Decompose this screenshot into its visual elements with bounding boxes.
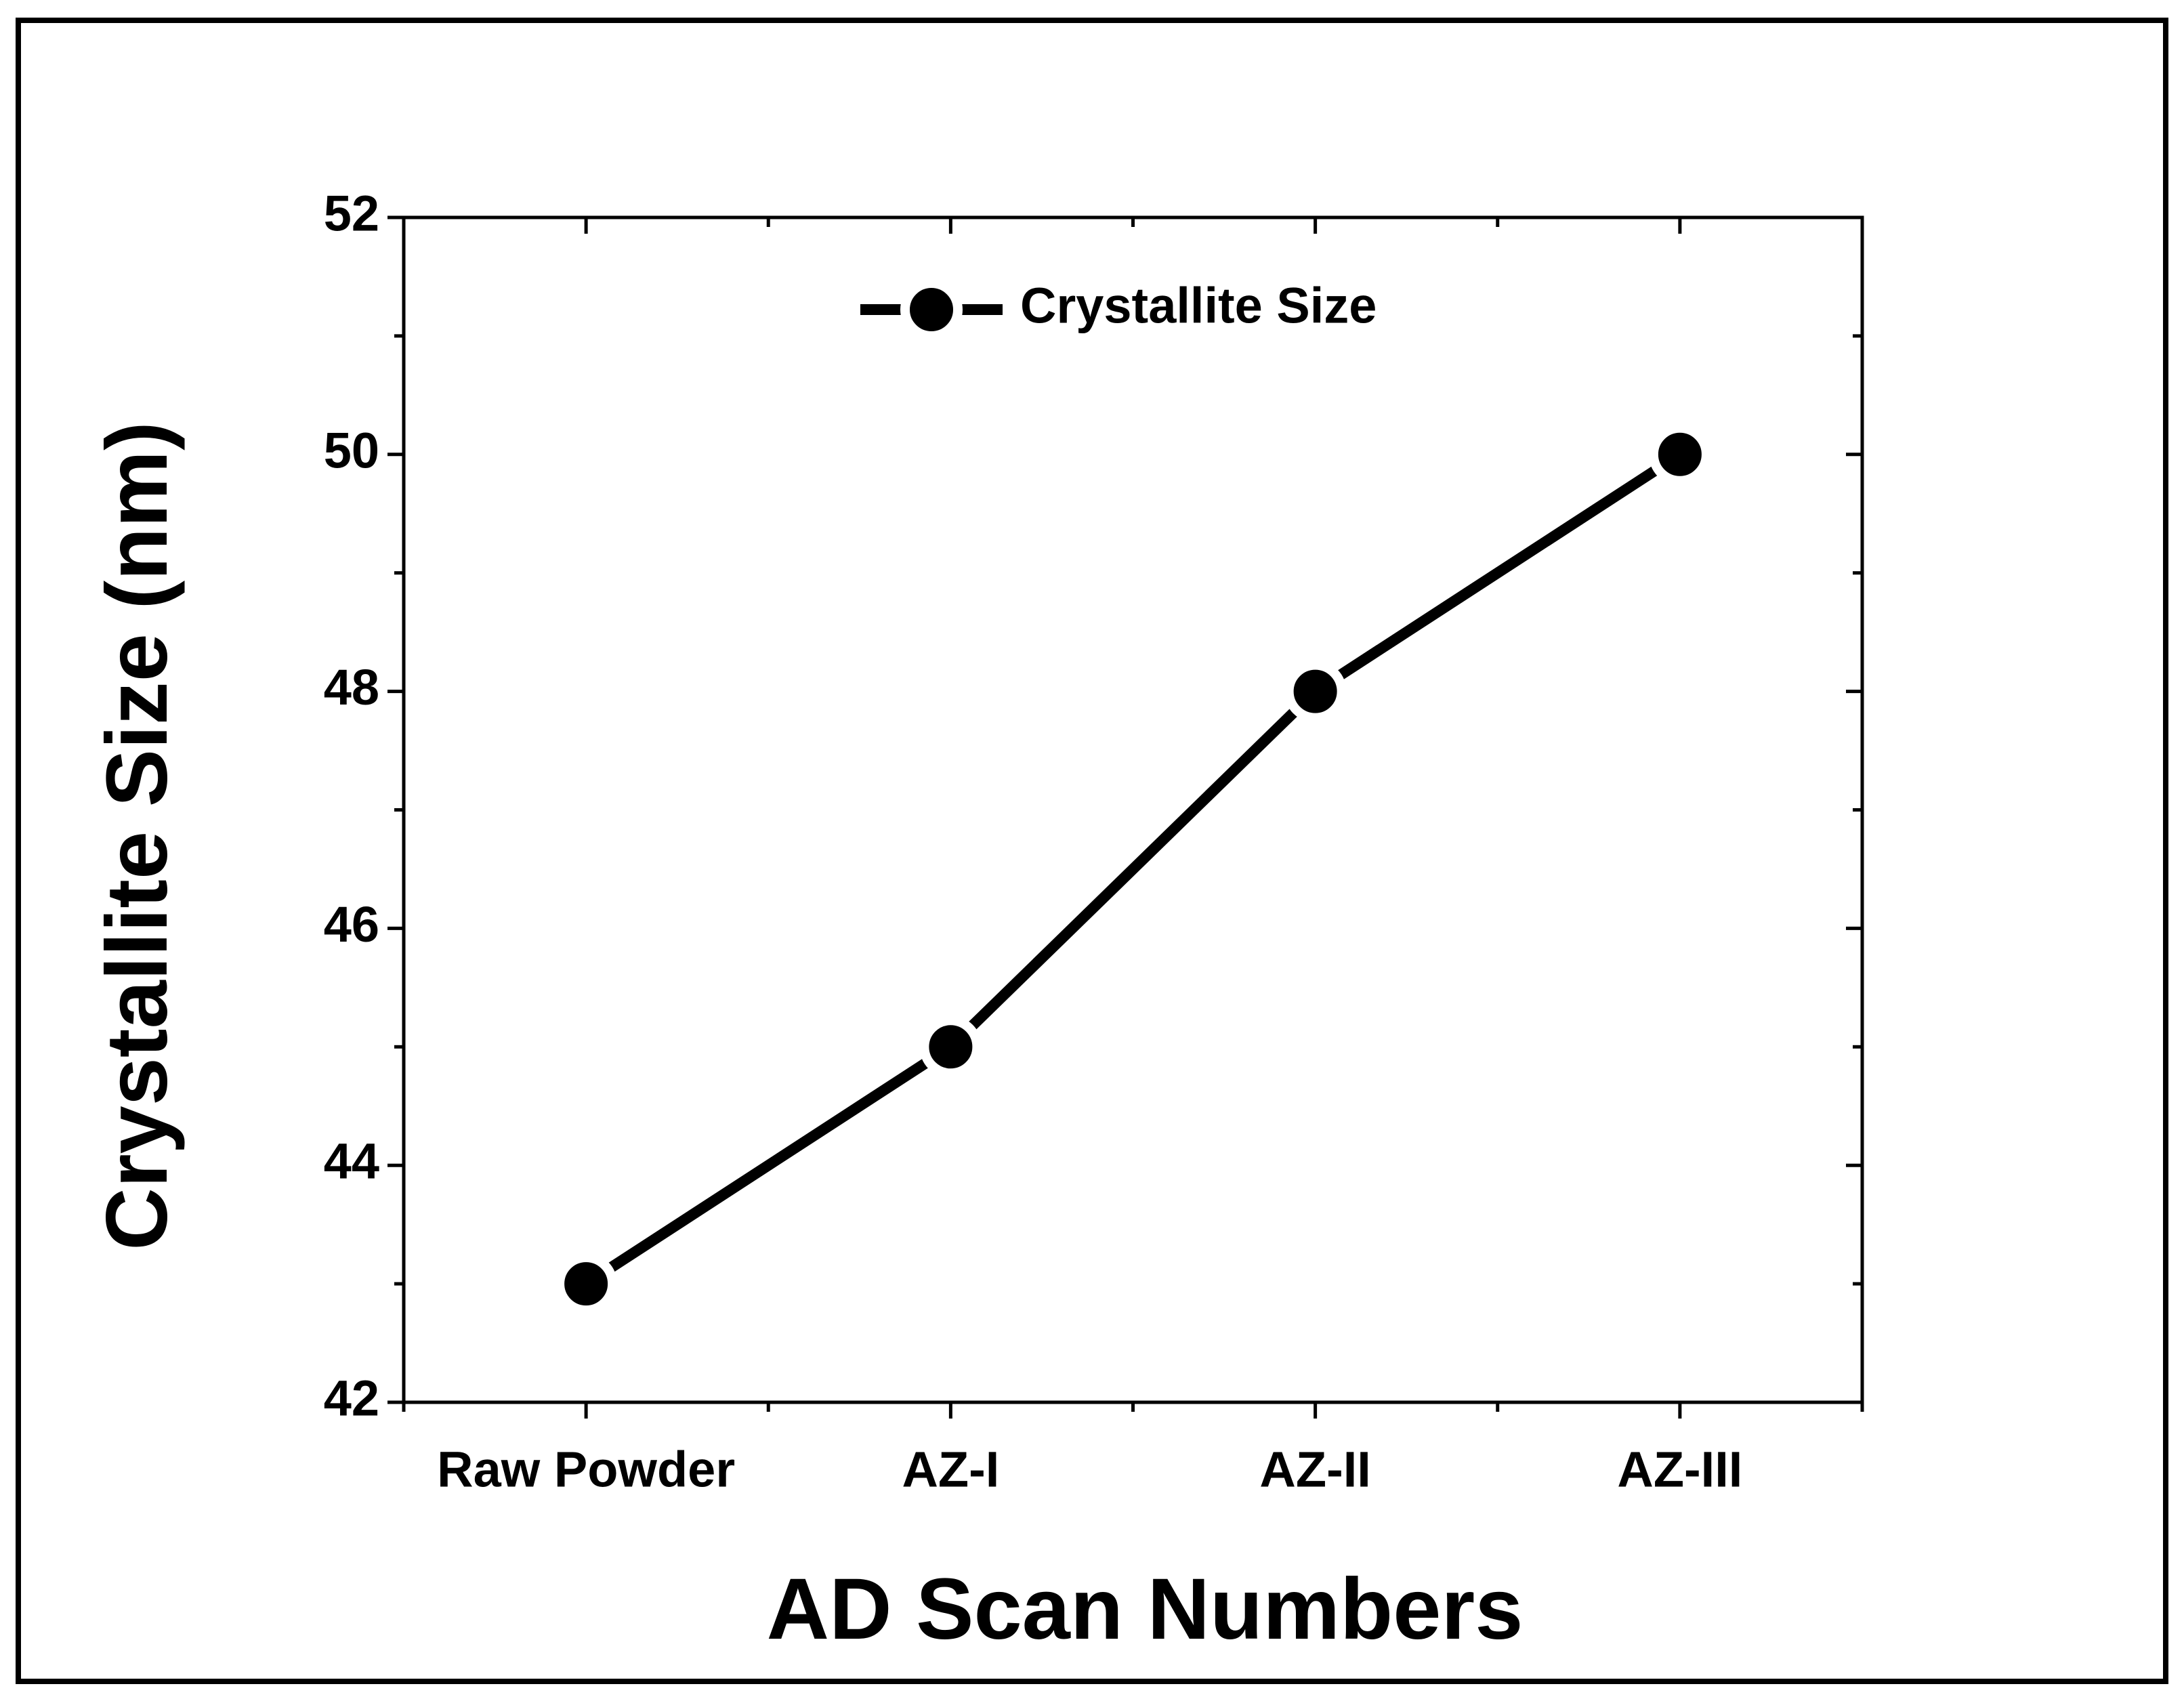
x-tick-label: AZ-II — [1259, 1442, 1370, 1498]
series-line — [583, 450, 1683, 1288]
y-tick-label: 44 — [324, 1133, 379, 1190]
y-tick-label: 46 — [324, 896, 379, 952]
x-tick-label: AZ-I — [902, 1442, 999, 1498]
marker — [919, 1015, 982, 1078]
y-tick-label: 50 — [324, 422, 379, 478]
y-tick-label: 52 — [324, 186, 379, 242]
legend-marker — [900, 278, 963, 341]
y-tick-label: 48 — [324, 659, 379, 715]
x-axis-title: AD Scan Numbers — [767, 1561, 1524, 1658]
x-tick-label: Raw Powder — [437, 1442, 735, 1498]
marker — [555, 1253, 618, 1316]
marker — [1284, 660, 1347, 723]
marker — [1648, 423, 1711, 486]
y-tick-label: 42 — [324, 1370, 379, 1427]
x-tick-label: AZ-III — [1617, 1442, 1742, 1498]
plot-frame — [402, 215, 1864, 1404]
legend-label: Crystallite Size — [1020, 278, 1377, 334]
y-axis-title: Crystallite Size (nm) — [89, 421, 186, 1250]
outer-frame — [16, 18, 2168, 1684]
